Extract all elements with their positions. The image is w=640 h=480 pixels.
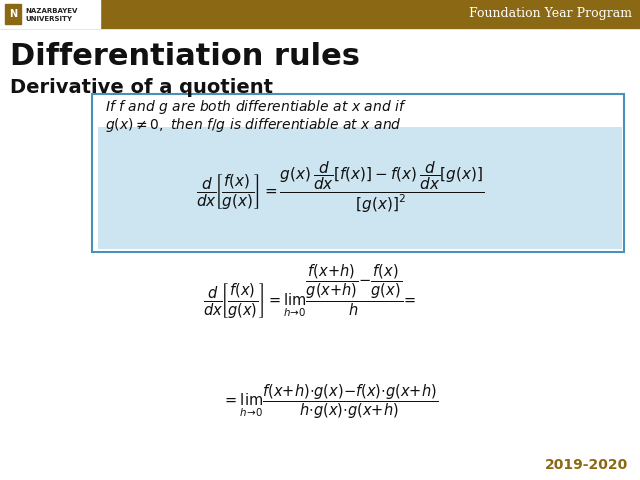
- FancyBboxPatch shape: [92, 94, 624, 252]
- Text: N: N: [9, 9, 17, 19]
- Text: $= \lim_{h \to 0} \dfrac{f(x+h) \cdot g(x) - f(x) \cdot g(x+h)}{h \cdot g(x) \cd: $= \lim_{h \to 0} \dfrac{f(x+h) \cdot g(…: [222, 383, 438, 421]
- Text: UNIVERSITY: UNIVERSITY: [25, 16, 72, 22]
- Text: Differentiation rules: Differentiation rules: [10, 42, 360, 71]
- Text: $\mathit{g(x) \neq 0,\ then\ f/g\ is\ differentiable\ at\ x\ and}$: $\mathit{g(x) \neq 0,\ then\ f/g\ is\ di…: [105, 116, 402, 134]
- Bar: [0, 0, 640, 28]
- Text: $\mathit{If\ f\ and\ g\ are\ both\ differentiable\ at\ x\ and\ if}$: $\mathit{If\ f\ and\ g\ are\ both\ diffe…: [105, 98, 407, 116]
- Text: 2019-2020: 2019-2020: [545, 458, 628, 472]
- Bar: [0, 0, 100, 28]
- FancyBboxPatch shape: [98, 127, 622, 249]
- Bar: [5, 4, 21, 24]
- Text: Derivative of a quotient: Derivative of a quotient: [10, 78, 273, 97]
- Text: $\dfrac{d}{dx}\!\left[\dfrac{f(x)}{g(x)}\right] = \lim_{h \to 0} \dfrac{\dfrac{f: $\dfrac{d}{dx}\!\left[\dfrac{f(x)}{g(x)}…: [204, 263, 417, 321]
- Text: $\dfrac{d}{dx}\!\left[\dfrac{f(x)}{g(x)}\right] = \dfrac{g(x)\,\dfrac{d}{dx}[f(x: $\dfrac{d}{dx}\!\left[\dfrac{f(x)}{g(x)}…: [196, 159, 484, 215]
- Text: NAZARBAYEV: NAZARBAYEV: [25, 8, 77, 14]
- Text: Foundation Year Program: Foundation Year Program: [469, 8, 632, 21]
